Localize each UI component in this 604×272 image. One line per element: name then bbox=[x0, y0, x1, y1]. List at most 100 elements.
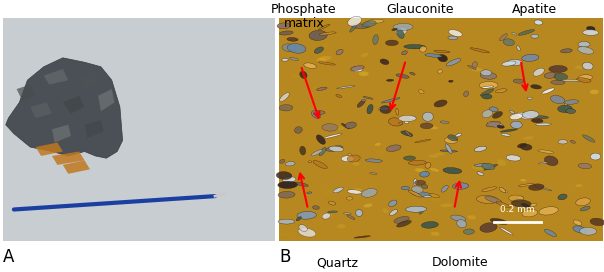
Ellipse shape bbox=[482, 187, 496, 191]
Ellipse shape bbox=[346, 197, 353, 200]
Text: 0.2 mm: 0.2 mm bbox=[500, 205, 535, 214]
Ellipse shape bbox=[536, 123, 551, 126]
Polygon shape bbox=[6, 58, 123, 158]
Ellipse shape bbox=[361, 53, 368, 57]
Ellipse shape bbox=[481, 163, 495, 170]
Ellipse shape bbox=[352, 67, 363, 72]
Ellipse shape bbox=[513, 60, 524, 63]
Ellipse shape bbox=[522, 54, 539, 61]
Ellipse shape bbox=[477, 195, 498, 203]
Polygon shape bbox=[85, 120, 104, 138]
Ellipse shape bbox=[362, 21, 376, 27]
Ellipse shape bbox=[280, 233, 291, 236]
Ellipse shape bbox=[353, 188, 362, 192]
Ellipse shape bbox=[422, 222, 439, 228]
Ellipse shape bbox=[544, 72, 557, 78]
Ellipse shape bbox=[282, 44, 296, 51]
Ellipse shape bbox=[298, 228, 316, 237]
Ellipse shape bbox=[353, 162, 359, 166]
Ellipse shape bbox=[336, 49, 343, 55]
Ellipse shape bbox=[348, 16, 362, 26]
Ellipse shape bbox=[443, 168, 462, 174]
Ellipse shape bbox=[415, 139, 431, 143]
Ellipse shape bbox=[578, 163, 592, 169]
Ellipse shape bbox=[316, 58, 326, 62]
Ellipse shape bbox=[410, 72, 415, 75]
Ellipse shape bbox=[481, 94, 492, 99]
Ellipse shape bbox=[533, 68, 544, 76]
Ellipse shape bbox=[518, 29, 535, 35]
Ellipse shape bbox=[397, 29, 404, 38]
Ellipse shape bbox=[374, 143, 381, 146]
Ellipse shape bbox=[522, 209, 538, 217]
Ellipse shape bbox=[422, 112, 433, 121]
Ellipse shape bbox=[399, 115, 416, 122]
Ellipse shape bbox=[481, 86, 493, 88]
Ellipse shape bbox=[577, 78, 591, 82]
Ellipse shape bbox=[277, 23, 291, 29]
Ellipse shape bbox=[434, 100, 447, 107]
Ellipse shape bbox=[573, 220, 582, 225]
Ellipse shape bbox=[308, 161, 312, 163]
Ellipse shape bbox=[511, 121, 522, 128]
Ellipse shape bbox=[350, 25, 356, 32]
Ellipse shape bbox=[518, 143, 527, 148]
Ellipse shape bbox=[364, 23, 370, 28]
Polygon shape bbox=[52, 152, 85, 165]
Ellipse shape bbox=[280, 31, 293, 35]
Ellipse shape bbox=[430, 168, 439, 172]
Ellipse shape bbox=[291, 73, 303, 78]
Ellipse shape bbox=[373, 35, 378, 45]
Ellipse shape bbox=[442, 185, 448, 192]
Ellipse shape bbox=[496, 201, 510, 208]
Ellipse shape bbox=[345, 122, 356, 128]
Ellipse shape bbox=[347, 190, 362, 194]
Ellipse shape bbox=[480, 89, 494, 96]
Ellipse shape bbox=[431, 232, 440, 236]
Bar bbox=[3, 18, 275, 241]
Polygon shape bbox=[63, 96, 85, 114]
Ellipse shape bbox=[533, 186, 551, 191]
Ellipse shape bbox=[464, 91, 469, 97]
Ellipse shape bbox=[544, 229, 557, 237]
Ellipse shape bbox=[551, 80, 565, 85]
Ellipse shape bbox=[388, 200, 397, 207]
Ellipse shape bbox=[497, 125, 504, 128]
Ellipse shape bbox=[449, 30, 462, 37]
Ellipse shape bbox=[356, 210, 362, 217]
Ellipse shape bbox=[527, 97, 532, 99]
Ellipse shape bbox=[318, 62, 335, 65]
Ellipse shape bbox=[300, 146, 306, 155]
Ellipse shape bbox=[347, 215, 355, 220]
Ellipse shape bbox=[502, 61, 516, 66]
Ellipse shape bbox=[437, 70, 443, 73]
Ellipse shape bbox=[516, 46, 521, 51]
Ellipse shape bbox=[500, 34, 507, 41]
Ellipse shape bbox=[480, 223, 497, 232]
Ellipse shape bbox=[448, 135, 458, 141]
Ellipse shape bbox=[430, 197, 440, 202]
Ellipse shape bbox=[376, 150, 385, 154]
Ellipse shape bbox=[405, 130, 412, 137]
Ellipse shape bbox=[414, 180, 426, 185]
Ellipse shape bbox=[299, 225, 307, 231]
Ellipse shape bbox=[399, 123, 403, 124]
Polygon shape bbox=[63, 160, 90, 174]
Ellipse shape bbox=[573, 226, 586, 233]
Ellipse shape bbox=[357, 100, 365, 107]
Ellipse shape bbox=[521, 203, 530, 208]
Ellipse shape bbox=[336, 94, 342, 97]
Ellipse shape bbox=[448, 36, 458, 40]
Ellipse shape bbox=[279, 105, 293, 111]
Ellipse shape bbox=[297, 211, 316, 219]
Ellipse shape bbox=[534, 20, 542, 25]
Ellipse shape bbox=[583, 30, 599, 35]
Ellipse shape bbox=[314, 111, 325, 115]
Ellipse shape bbox=[380, 106, 391, 114]
Ellipse shape bbox=[319, 32, 336, 35]
Ellipse shape bbox=[425, 54, 442, 57]
Ellipse shape bbox=[467, 65, 476, 70]
Ellipse shape bbox=[395, 27, 407, 35]
Ellipse shape bbox=[434, 153, 445, 155]
Ellipse shape bbox=[485, 196, 502, 203]
